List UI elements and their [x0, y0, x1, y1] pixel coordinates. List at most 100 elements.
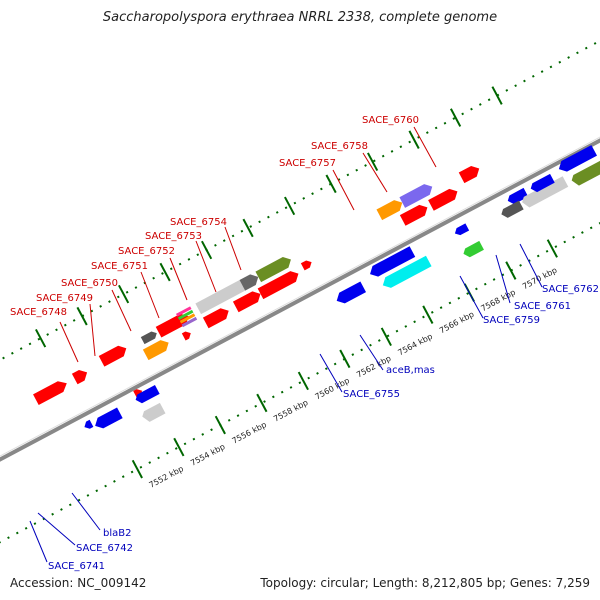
gene-arrow[interactable]: [257, 268, 302, 300]
major-tick: [76, 306, 88, 326]
gene-leader-line: [169, 257, 188, 301]
gene-arrow[interactable]: [140, 330, 159, 345]
gene-arrow[interactable]: [462, 240, 484, 259]
gene-arrow[interactable]: [506, 187, 529, 206]
major-tick: [325, 174, 337, 194]
gene-label: SACE_6741: [48, 561, 105, 572]
gene-arrow[interactable]: [232, 289, 263, 313]
gene-label: SACE_6762: [542, 284, 599, 295]
tick-label: 7568 kbp: [480, 288, 518, 314]
tick-label: 7566 kbp: [438, 310, 476, 336]
gene-stack[interactable]: [179, 313, 196, 324]
major-tick: [408, 130, 420, 149]
gene-arrow[interactable]: [155, 311, 192, 338]
gene-arrow[interactable]: [195, 277, 250, 315]
backbone: [0, 62, 600, 537]
gene-leader-line: [319, 353, 343, 393]
tick-label: 7554 kbp: [189, 442, 227, 468]
gene-arrow[interactable]: [453, 223, 470, 237]
major-tick: [505, 261, 517, 280]
major-tick: [131, 459, 143, 479]
gene-leader-line: [71, 492, 101, 531]
gene-arrow[interactable]: [458, 163, 482, 184]
gene-leader-line: [140, 271, 160, 319]
gene-arrow[interactable]: [367, 246, 416, 279]
gene-arrow[interactable]: [334, 281, 367, 306]
gene-label: SACE_6748: [10, 307, 67, 318]
gene-leader-line: [59, 321, 79, 363]
gene-arrow[interactable]: [500, 200, 524, 220]
gene-arrow[interactable]: [380, 255, 432, 291]
tick-label: 7564 kbp: [397, 332, 435, 358]
gene-arrow[interactable]: [399, 181, 435, 208]
gene-arrow[interactable]: [300, 259, 314, 271]
gene-arrow[interactable]: [255, 254, 293, 283]
upper-track-dots: [0, 0, 600, 458]
gene-arrow[interactable]: [181, 330, 193, 341]
gene-label: SACE_6749: [36, 293, 93, 304]
gene-label: blaB2: [103, 528, 131, 539]
gene-label: SACE_6755: [343, 389, 400, 400]
gene-leader-line: [359, 334, 384, 371]
major-tick: [491, 86, 503, 105]
gene-label: SACE_6757: [279, 158, 336, 169]
gene-arrow[interactable]: [140, 402, 166, 424]
gene-arrow[interactable]: [239, 272, 262, 291]
gene-label: SACE_6761: [514, 301, 571, 312]
major-tick: [546, 239, 558, 258]
gene-arrow[interactable]: [428, 186, 460, 211]
gene-leader-line: [195, 240, 217, 293]
gene-arrow[interactable]: [202, 305, 232, 329]
gene-arrow[interactable]: [71, 367, 90, 385]
major-tick: [173, 437, 185, 457]
gene-arrow[interactable]: [142, 337, 172, 361]
tick-label: 7558 kbp: [272, 398, 310, 424]
gene-label: SACE_6760: [362, 115, 419, 126]
gene-leader-line: [29, 520, 48, 563]
accession-text: Accession: NC_009142: [10, 576, 147, 590]
major-tick: [284, 196, 296, 216]
gene-leader-line: [459, 275, 484, 319]
gene-arrow[interactable]: [520, 176, 569, 209]
major-tick: [159, 262, 171, 282]
gene-stack[interactable]: [177, 309, 194, 321]
gene-label: SACE_6742: [76, 543, 133, 554]
gene-arrow[interactable]: [33, 378, 70, 405]
gene-arrow[interactable]: [92, 407, 123, 431]
major-tick: [214, 415, 226, 435]
tick-label: 7556 kbp: [231, 420, 269, 446]
major-tick: [367, 152, 379, 172]
gene-label: SACE_6754: [170, 217, 227, 228]
major-tick: [201, 240, 213, 260]
gene-leader-line: [111, 289, 132, 332]
gene-leader-line: [37, 512, 76, 546]
gene-leader-line: [495, 254, 511, 304]
gene-arrow[interactable]: [98, 343, 129, 367]
forward-strand: [33, 163, 482, 405]
gene-arrow[interactable]: [556, 145, 598, 174]
gene-arrow[interactable]: [399, 202, 430, 226]
gene-leader-line: [224, 226, 242, 271]
gene-arrow[interactable]: [570, 156, 600, 187]
gene-stack[interactable]: [175, 306, 192, 317]
lower-track-dots: [0, 128, 600, 600]
gene-leader-line: [89, 303, 96, 357]
major-tick: [242, 218, 254, 238]
gene-leader-line: [362, 152, 388, 193]
gene-arrow[interactable]: [134, 385, 160, 405]
major-tick: [256, 393, 268, 413]
gene-leader-line: [413, 126, 437, 168]
gene-stack[interactable]: [181, 316, 198, 328]
gene-arrow[interactable]: [529, 173, 555, 194]
major-tick: [380, 327, 392, 347]
map-title: Saccharopolyspora erythraea NRRL 2338, c…: [102, 10, 498, 25]
major-tick: [118, 284, 130, 304]
major-tick: [297, 371, 309, 391]
gene-arrow[interactable]: [83, 419, 94, 431]
gene-leader-line: [519, 243, 543, 288]
major-tick: [339, 349, 351, 369]
tick-label: 7552 kbp: [148, 464, 186, 490]
gene-label: SACE_6752: [118, 246, 175, 257]
gene-arrow[interactable]: [376, 197, 405, 221]
